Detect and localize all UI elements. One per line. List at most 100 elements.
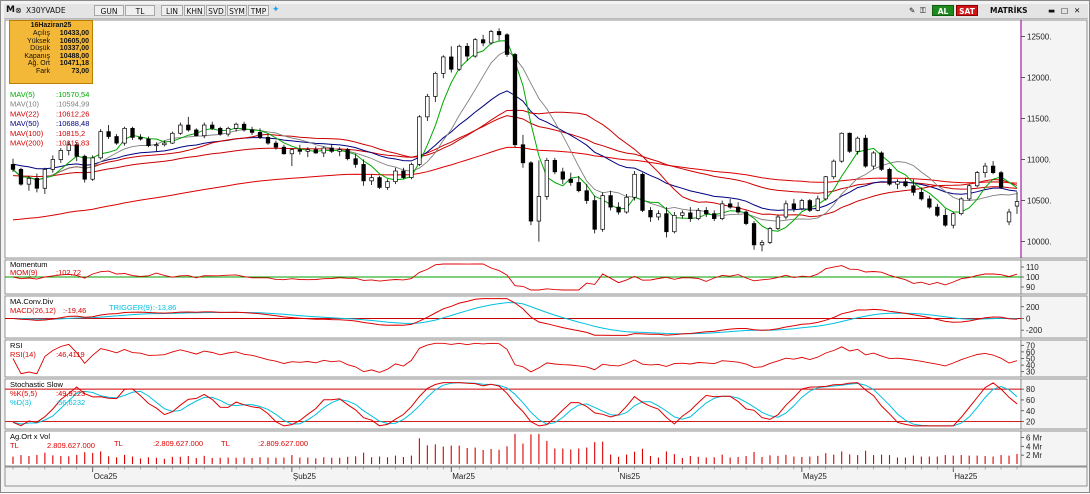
candle bbox=[90, 155, 95, 181]
svd-button[interactable]: SVD bbox=[206, 5, 226, 16]
axis-panel-momentum bbox=[1020, 259, 1088, 295]
rsi-tick-label: 50 bbox=[1026, 355, 1035, 364]
candle bbox=[170, 131, 175, 144]
candle bbox=[512, 52, 518, 148]
sell-button[interactable]: SAT bbox=[956, 5, 978, 16]
mav-legend-value: :10612,26 bbox=[56, 109, 89, 118]
volume-series-name-3: TL bbox=[221, 439, 230, 448]
info-date: 16Haziran25 bbox=[30, 22, 72, 29]
khn-button[interactable]: KHN bbox=[184, 5, 205, 16]
candle-body bbox=[990, 165, 996, 173]
candle-body bbox=[1006, 211, 1012, 223]
candle bbox=[329, 143, 334, 153]
candle bbox=[82, 154, 87, 183]
scale-button[interactable]: LIN bbox=[161, 5, 183, 16]
candle bbox=[759, 239, 765, 252]
symbol-swap-icon[interactable]: ⊗ bbox=[15, 6, 22, 15]
candle-body bbox=[967, 185, 972, 200]
candle bbox=[162, 140, 167, 147]
candle-body bbox=[528, 162, 534, 222]
candle-body bbox=[568, 178, 573, 183]
minimize-icon[interactable]: ▬ bbox=[1048, 6, 1056, 15]
candle-body bbox=[90, 157, 95, 180]
tmp-button[interactable]: TMP bbox=[248, 5, 269, 16]
candle-body bbox=[401, 170, 406, 178]
maximize-icon[interactable]: □ bbox=[1061, 6, 1069, 15]
candle bbox=[26, 175, 32, 191]
candle bbox=[775, 214, 781, 231]
candle bbox=[831, 159, 836, 180]
candle bbox=[122, 126, 127, 146]
info-row-wavg: Ağ. Ort 10471,18 bbox=[27, 60, 89, 68]
candle-body bbox=[576, 182, 581, 192]
sym-button[interactable]: SYM bbox=[227, 5, 247, 16]
candle-body bbox=[632, 173, 637, 198]
candle-body bbox=[767, 228, 773, 243]
candle bbox=[289, 148, 295, 167]
price-tick-label: 12000. bbox=[1027, 73, 1051, 82]
candle-body bbox=[114, 136, 119, 144]
candle-body bbox=[735, 206, 741, 213]
candle-body bbox=[504, 34, 510, 55]
candle-body bbox=[10, 164, 16, 170]
stochastic-title: Stochastic Slow bbox=[10, 380, 64, 389]
candle-body bbox=[353, 158, 358, 165]
candle bbox=[998, 171, 1004, 190]
buy-button[interactable]: AL bbox=[932, 5, 954, 16]
candle bbox=[369, 174, 374, 185]
mav-legend-value: :10815,2 bbox=[56, 129, 85, 138]
candle bbox=[664, 207, 669, 238]
candle-body bbox=[855, 137, 860, 152]
twitter-icon[interactable]: ✦ bbox=[272, 5, 280, 15]
lock-icon[interactable]: ⚿ bbox=[920, 6, 926, 15]
mav-legend-value: :10688,48 bbox=[56, 119, 89, 128]
volume-tick-label: 4 Mr bbox=[1026, 442, 1042, 451]
candle-body bbox=[345, 149, 350, 160]
candle-body bbox=[640, 173, 645, 211]
edit-icon[interactable]: ✎ bbox=[909, 6, 916, 15]
momentum-series-value: :102,72 bbox=[56, 268, 81, 277]
candle bbox=[767, 226, 773, 245]
candle bbox=[975, 171, 980, 188]
currency-button[interactable]: TL bbox=[125, 5, 155, 16]
candle bbox=[249, 126, 255, 135]
candle bbox=[696, 207, 701, 221]
candle-body bbox=[680, 212, 685, 216]
rsi-tick-label: 60 bbox=[1026, 348, 1035, 357]
candle-body bbox=[289, 149, 295, 155]
macd-tick-label: -200 bbox=[1026, 326, 1043, 335]
candle bbox=[751, 221, 757, 250]
candle bbox=[401, 167, 406, 180]
candle-body bbox=[26, 178, 32, 185]
x-tick-label: Haz25 bbox=[954, 472, 978, 481]
symbol-label[interactable]: X30YVADE bbox=[26, 6, 66, 15]
stochastic-tick-label: 20 bbox=[1026, 418, 1035, 427]
candle-body bbox=[919, 191, 924, 200]
volume-series-value-3: :2.809.627.000 bbox=[258, 439, 308, 448]
candle-body bbox=[233, 123, 239, 129]
macd-title: MA.Conv.Div bbox=[10, 297, 53, 306]
candle bbox=[34, 173, 40, 193]
candle bbox=[202, 122, 207, 139]
candle-body bbox=[154, 144, 159, 147]
candle-body bbox=[608, 195, 613, 208]
stochastic-k-name: %K(5,5) bbox=[10, 389, 38, 398]
candle-body bbox=[839, 132, 844, 162]
price-tick-label: 10500. bbox=[1027, 197, 1051, 206]
period-button[interactable]: GUN bbox=[94, 5, 124, 16]
candle bbox=[584, 184, 589, 204]
candle-body bbox=[130, 127, 135, 138]
candle bbox=[799, 198, 805, 211]
candle bbox=[839, 132, 844, 163]
candle-body bbox=[879, 152, 884, 170]
rsi-tick-label: 30 bbox=[1026, 368, 1035, 377]
stochastic-d-name: %D(3) bbox=[10, 398, 32, 407]
candle-body bbox=[759, 242, 765, 246]
candle bbox=[210, 121, 215, 130]
candle-body bbox=[377, 177, 382, 188]
candle-body bbox=[696, 210, 701, 219]
stochastic-d-value: :56,6232 bbox=[56, 398, 85, 407]
candle bbox=[982, 162, 988, 178]
close-icon[interactable]: ✕ bbox=[1074, 6, 1081, 15]
